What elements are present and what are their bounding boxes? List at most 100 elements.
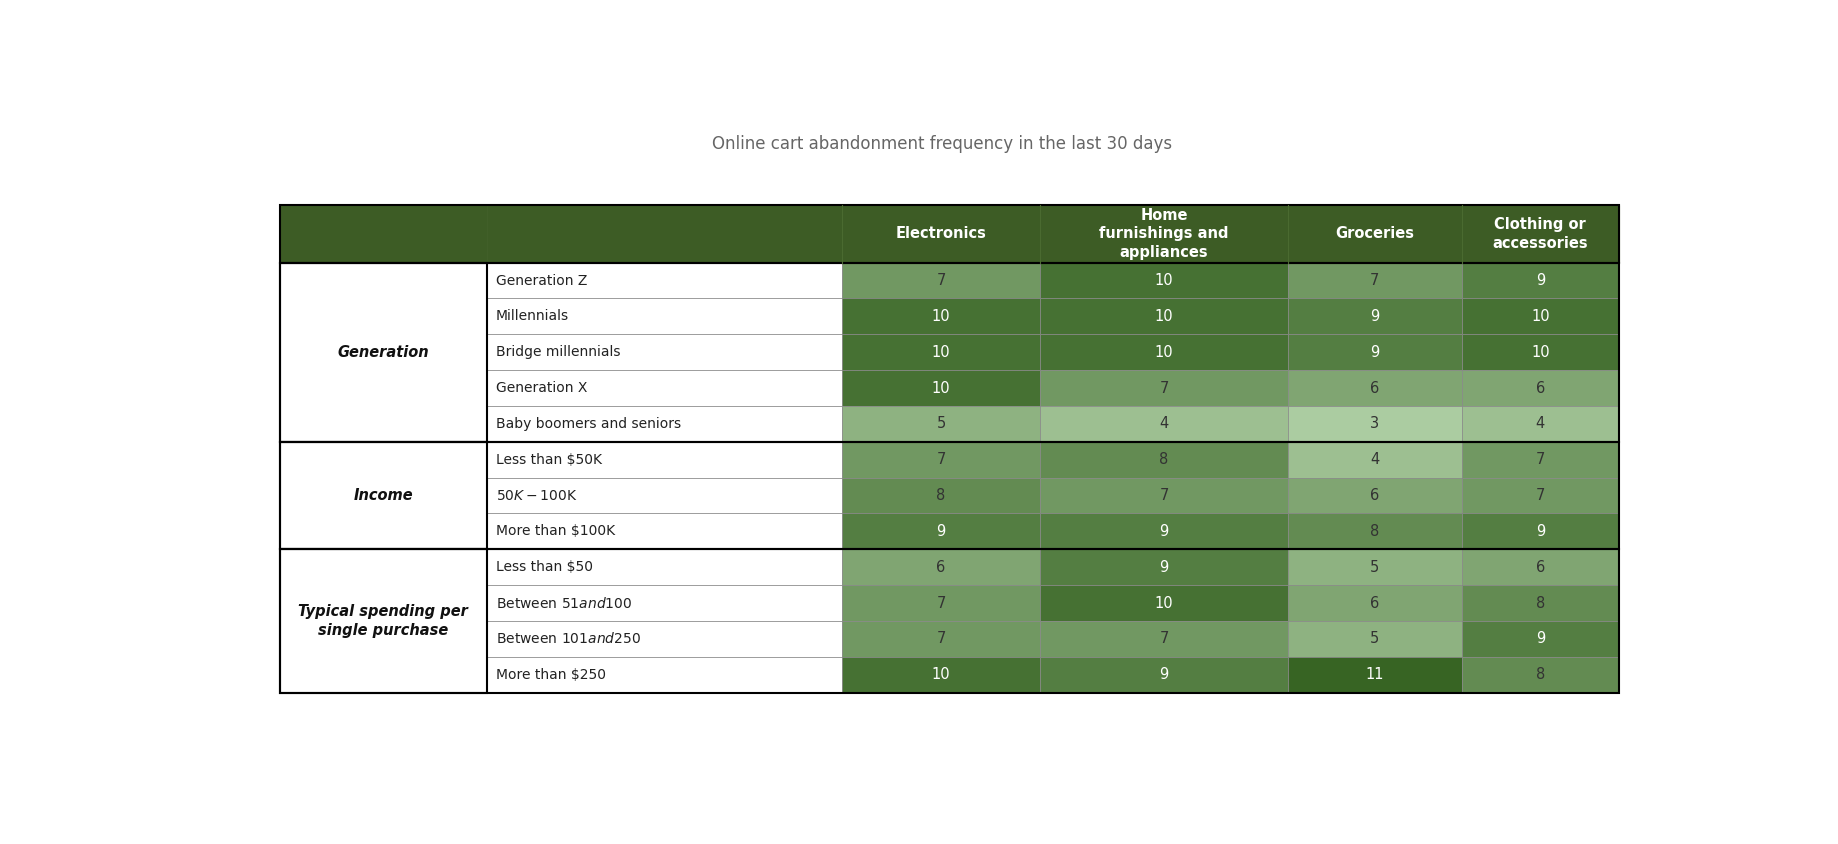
Bar — [279, 262, 1619, 441]
Text: Electronics: Electronics — [895, 226, 987, 241]
Text: Between $51 and $100: Between $51 and $100 — [496, 596, 632, 610]
Text: 10: 10 — [1154, 309, 1173, 324]
Bar — [842, 205, 1040, 262]
Bar — [1040, 406, 1288, 441]
Bar — [1461, 299, 1619, 334]
Bar — [487, 621, 842, 657]
Text: 5: 5 — [1371, 560, 1380, 575]
Bar — [842, 406, 1040, 441]
Bar — [279, 205, 1619, 262]
Text: Less than $50K: Less than $50K — [496, 452, 601, 467]
Text: 5: 5 — [1371, 631, 1380, 647]
Bar — [1288, 549, 1461, 585]
Text: Home
furnishings and
appliances: Home furnishings and appliances — [1099, 208, 1230, 260]
Bar — [487, 585, 842, 621]
Bar — [1040, 621, 1288, 657]
Bar — [1288, 371, 1461, 406]
Bar — [487, 371, 842, 406]
Bar — [1040, 657, 1288, 693]
Bar — [487, 205, 842, 262]
Text: 7: 7 — [1535, 452, 1546, 468]
Text: Online cart abandonment frequency in the last 30 days: Online cart abandonment frequency in the… — [711, 134, 1173, 153]
Bar — [1288, 621, 1461, 657]
Bar — [842, 441, 1040, 478]
Bar — [842, 299, 1040, 334]
Text: 10: 10 — [1531, 309, 1549, 324]
Bar — [1461, 441, 1619, 478]
Bar — [842, 513, 1040, 549]
Text: Typical spending per
single purchase: Typical spending per single purchase — [298, 604, 469, 638]
Bar — [279, 478, 487, 513]
Text: 4: 4 — [1160, 416, 1169, 431]
Bar — [1288, 657, 1461, 693]
Text: Baby boomers and seniors: Baby boomers and seniors — [496, 417, 680, 431]
Text: 8: 8 — [1535, 668, 1546, 682]
Text: 7: 7 — [936, 273, 947, 288]
Text: Bridge millennials: Bridge millennials — [496, 345, 619, 360]
Bar — [487, 334, 842, 371]
Bar — [279, 549, 1619, 693]
Text: 3: 3 — [1371, 416, 1380, 431]
Bar — [1040, 441, 1288, 478]
Bar — [842, 549, 1040, 585]
Text: 7: 7 — [1369, 273, 1380, 288]
Text: 6: 6 — [1535, 381, 1546, 396]
Text: 10: 10 — [932, 668, 950, 682]
Bar — [842, 585, 1040, 621]
Bar — [279, 262, 487, 441]
Text: 7: 7 — [1160, 631, 1169, 647]
Text: 5: 5 — [936, 416, 947, 431]
Text: 9: 9 — [936, 524, 947, 539]
Text: Generation: Generation — [338, 344, 430, 360]
Text: More than $100K: More than $100K — [496, 524, 616, 538]
Text: Income: Income — [353, 488, 414, 503]
Text: 10: 10 — [1154, 596, 1173, 610]
Bar — [842, 334, 1040, 371]
Bar — [1461, 657, 1619, 693]
Text: 6: 6 — [1371, 488, 1380, 503]
Bar — [279, 441, 487, 478]
Text: 10: 10 — [1531, 344, 1549, 360]
Bar — [1040, 205, 1288, 262]
Text: 4: 4 — [1371, 452, 1380, 468]
Text: Groceries: Groceries — [1336, 226, 1415, 241]
Text: Generation Z: Generation Z — [496, 273, 586, 288]
Bar — [487, 657, 842, 693]
Text: 8: 8 — [1371, 524, 1380, 539]
Text: 6: 6 — [1371, 381, 1380, 396]
Text: 6: 6 — [1535, 560, 1546, 575]
Text: 9: 9 — [1371, 344, 1380, 360]
Bar — [1040, 299, 1288, 334]
Text: 4: 4 — [1535, 416, 1546, 431]
Bar — [1040, 371, 1288, 406]
Bar — [842, 621, 1040, 657]
Bar — [1288, 441, 1461, 478]
Bar — [1040, 549, 1288, 585]
Bar — [279, 205, 487, 262]
Bar — [487, 549, 842, 585]
Bar — [1288, 406, 1461, 441]
Bar — [1461, 262, 1619, 299]
Bar — [279, 585, 487, 621]
Text: 10: 10 — [932, 344, 950, 360]
Bar — [279, 549, 487, 585]
Bar — [842, 478, 1040, 513]
Text: Less than $50: Less than $50 — [496, 560, 592, 574]
Bar — [279, 334, 487, 371]
Text: 7: 7 — [936, 631, 947, 647]
Text: 8: 8 — [1160, 452, 1169, 468]
Text: 7: 7 — [936, 452, 947, 468]
Text: 6: 6 — [1371, 596, 1380, 610]
Bar — [1461, 513, 1619, 549]
Text: More than $250: More than $250 — [496, 668, 607, 682]
Bar — [842, 371, 1040, 406]
Bar — [1461, 585, 1619, 621]
Bar — [1040, 478, 1288, 513]
Bar — [1288, 513, 1461, 549]
Text: $50K-$100K: $50K-$100K — [496, 489, 577, 502]
Bar — [279, 441, 487, 549]
Bar — [1288, 478, 1461, 513]
Text: 10: 10 — [932, 381, 950, 396]
Bar — [1040, 262, 1288, 299]
Bar — [1288, 262, 1461, 299]
